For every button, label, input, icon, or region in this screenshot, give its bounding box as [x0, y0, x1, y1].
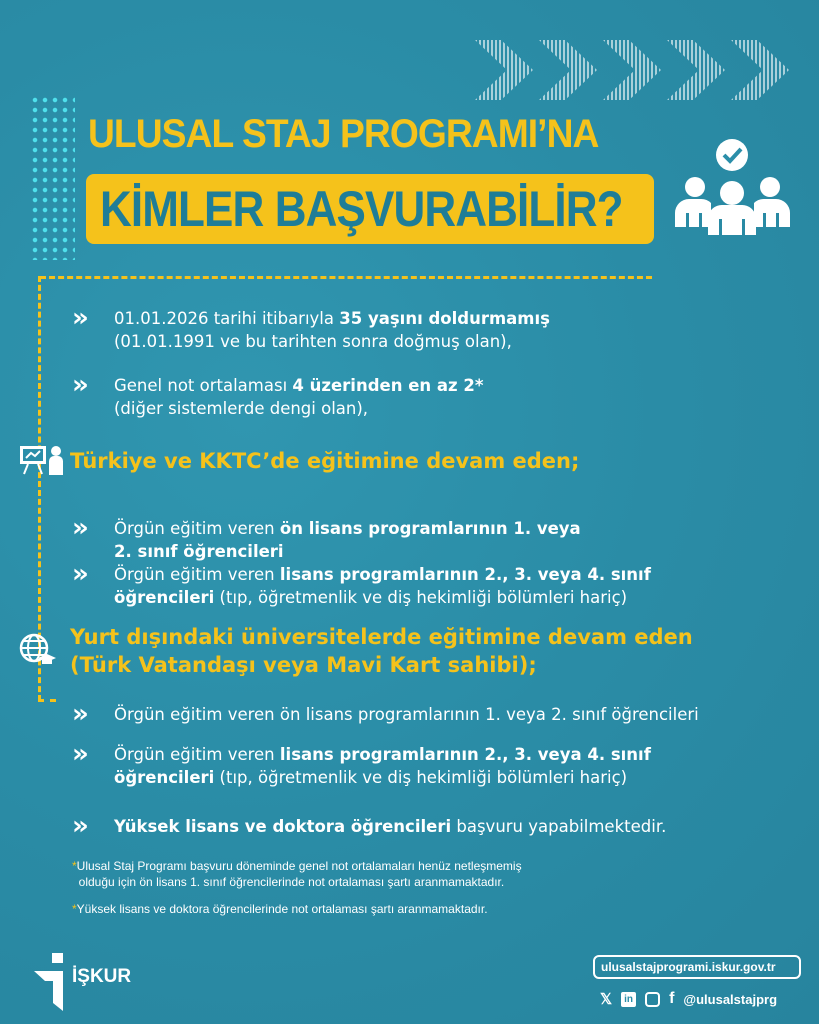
list-item-text: 01.01.2026 tarihi itibarıyla 35 yaşını d… [114, 307, 550, 353]
list-item-text: Örgün eğitim veren ön lisans programları… [114, 517, 581, 563]
text-segment: öğrencileri [114, 588, 215, 607]
text-segment: lisans programlarının 2., 3. veya 4. sın… [279, 745, 651, 764]
list-item-text: Örgün eğitim veren ön lisans programları… [114, 703, 699, 726]
text-segment: Genel not ortalaması [114, 376, 293, 395]
double-chevron-icon: » [72, 699, 89, 729]
iskur-logo-text: İŞKUR [72, 966, 132, 987]
title-line2: KİMLER BAŞVURABİLİR? [100, 181, 623, 237]
text-segment: ön lisans programlarının 1. veya [279, 519, 581, 538]
double-chevron-icon: » [72, 811, 89, 841]
text-segment: Örgün eğitim veren [114, 519, 280, 538]
dashed-divider-bottom [38, 699, 56, 702]
double-chevron-icon: » [72, 513, 89, 543]
list-item: » Yüksek lisans ve doktora öğrencileri ba… [72, 811, 666, 841]
instagram-icon[interactable] [645, 991, 661, 1007]
text-segment: Örgün eğitim veren [114, 705, 280, 724]
list-item: » Genel not ortalaması 4 üzerinden en az … [72, 370, 483, 420]
list-item-text: Örgün eğitim veren lisans programlarının… [114, 563, 651, 609]
text-segment: 2. sınıf öğrencileri [114, 542, 284, 561]
website-link[interactable]: ulusalstajprogrami.iskur.gov.tr [593, 955, 801, 979]
social-bar: 𝕏 in f @ulusalstajprg [600, 990, 777, 1008]
decorative-chevrons [475, 40, 789, 100]
text-segment: başvuru yapabilmektedir. [451, 817, 667, 836]
text-segment: lisans programlarının 2., 3. veya 4. sın… [279, 565, 651, 584]
double-chevron-icon: » [72, 739, 89, 769]
text-segment: 4 üzerinden en az 2* [292, 376, 484, 395]
text-segment: 35 yaşını doldurmamış [339, 309, 550, 328]
dashed-divider [40, 276, 652, 279]
iskur-logo [34, 953, 63, 1011]
title-box [86, 174, 654, 244]
text-segment: Örgün eğitim veren [114, 745, 280, 764]
text-segment: öğrencileri [114, 768, 215, 787]
text-segment: (diğer sistemlerde dengi olan), [114, 399, 369, 418]
footnote-2: *Yüksek lisans ve doktora öğrencilerinde… [72, 902, 488, 916]
presentation-teacher-icon [20, 446, 63, 475]
section2-heading: Yurt dışındaki üniversitelerde eğitimine… [70, 625, 693, 677]
text-segment: (tıp, öğretmenlik ve diş hekimliği bölüm… [214, 588, 628, 607]
text-segment: Yüksek lisans ve doktora öğrencileri [114, 817, 452, 836]
list-item: » Örgün eğitim veren ön lisans programlar… [72, 699, 699, 729]
section1-heading: Türkiye ve KKTC’de eğitimine devam eden; [70, 449, 580, 473]
text-segment: (01.01.1991 ve bu tarihten sonra doğmuş … [114, 332, 512, 351]
text-segment: Örgün eğitim veren [114, 565, 280, 584]
double-chevron-icon: » [72, 559, 89, 589]
decorative-dots [30, 95, 75, 260]
list-item-text: Genel not ortalaması 4 üzerinden en az 2… [114, 374, 483, 420]
double-chevron-icon: » [72, 303, 89, 333]
text-segment: ön lisans programlarının 1. veya 2. sını… [279, 705, 699, 724]
list-item-text: Yüksek lisans ve doktora öğrencileri baş… [114, 815, 666, 838]
title-line1: ULUSAL STAJ PROGRAMI’NA [88, 112, 599, 156]
group-check-icon [675, 139, 790, 235]
text-segment: 01.01.2026 tarihi itibarıyla [114, 309, 340, 328]
social-handle[interactable]: @ulusalstajprg [683, 991, 778, 1007]
linkedin-icon[interactable]: in [621, 991, 637, 1007]
x-icon[interactable]: 𝕏 [600, 991, 613, 1008]
double-chevron-icon: » [72, 370, 89, 400]
list-item: » Örgün eğitim veren lisans programlarını… [72, 559, 651, 609]
dashed-divider-vertical [38, 276, 41, 701]
footnote-1: *Ulusal Staj Programı başvuru döneminde … [72, 859, 522, 889]
list-item: » 01.01.2026 tarihi itibarıyla 35 yaşını … [72, 303, 550, 353]
list-item-text: Örgün eğitim veren lisans programlarının… [114, 743, 651, 789]
list-item: » Örgün eğitim veren lisans programlarını… [72, 739, 651, 789]
facebook-icon[interactable]: f [669, 990, 675, 1007]
text-segment: (tıp, öğretmenlik ve diş hekimliği bölüm… [214, 768, 628, 787]
list-item: » Örgün eğitim veren ön lisans programlar… [72, 513, 581, 563]
globe-graduation-icon [19, 633, 56, 664]
